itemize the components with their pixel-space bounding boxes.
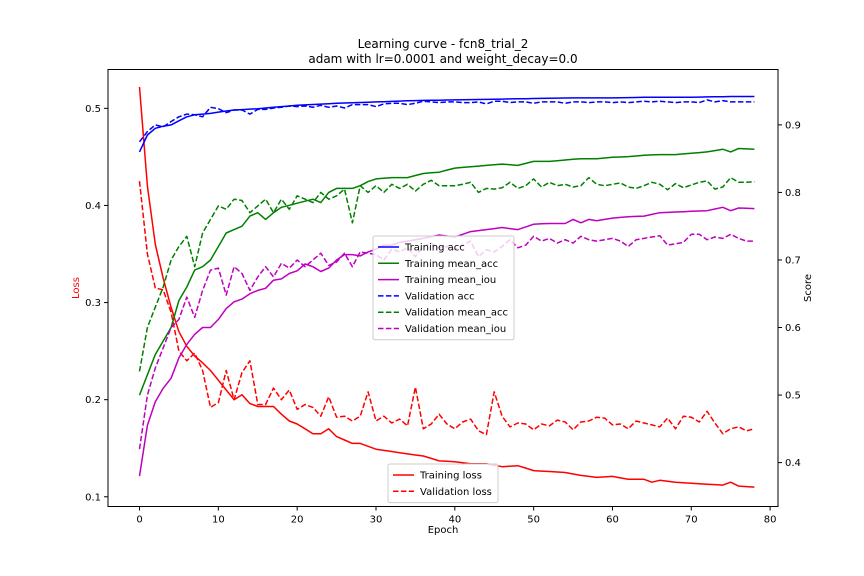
legend-score: Training acc Training mean_acc Training me…	[372, 235, 515, 341]
legend-label: Training loss	[419, 471, 482, 482]
right-y-tick-label: 0.6	[785, 323, 801, 334]
left-y-tick-label: 0.3	[85, 298, 101, 309]
legend-loss: Training loss Validation loss	[387, 463, 499, 504]
chart-subtitle: adam with lr=0.0001 and weight_decay=0.0	[308, 52, 577, 66]
x-tick-label: 30	[370, 515, 383, 526]
legend-label: Training acc	[404, 243, 465, 254]
x-tick-label: 80	[764, 515, 777, 526]
legend-label: Training mean_acc	[404, 259, 498, 270]
left-axis-label: Loss	[71, 277, 82, 299]
legend-box	[372, 235, 515, 341]
axes: 0 10 20 30 40 50 60 70 80 0.1 0.2 0.3 0.4 0.5 0.4 0.5 0.…	[85, 104, 801, 526]
x-tick-label: 70	[685, 515, 698, 526]
right-y-tick-label: 0.5	[785, 391, 801, 402]
legend-label: Validation acc	[405, 291, 475, 302]
legend-label: Validation mean_acc	[405, 308, 508, 319]
left-y-tick-label: 0.4	[85, 201, 101, 212]
right-y-tick-label: 0.9	[785, 120, 801, 131]
x-tick-label: 20	[291, 515, 304, 526]
x-tick-label: 0	[136, 515, 142, 526]
series-line-val-acc	[138, 99, 755, 143]
left-y-tick-label: 0.5	[85, 104, 101, 115]
right-y-tick-label: 0.7	[785, 255, 801, 266]
x-axis-label: Epoch	[428, 525, 459, 536]
series-line-val-mean-acc	[138, 176, 755, 372]
series-line-train-mean-acc	[138, 147, 755, 396]
legend-label: Validation loss	[420, 487, 492, 498]
series-line-val-loss	[138, 181, 755, 436]
x-tick-label: 40	[448, 515, 461, 526]
legend-label: Training mean_iou	[404, 275, 496, 286]
x-tick-label: 60	[606, 515, 619, 526]
left-y-tick-label: 0.2	[85, 395, 101, 406]
x-tick-label: 10	[212, 515, 225, 526]
right-y-tick-label: 0.4	[785, 458, 801, 469]
chart-title: Learning curve - fcn8_trial_2	[358, 37, 529, 51]
plot-frame	[107, 69, 779, 507]
legend-box	[387, 463, 499, 504]
right-axis-label: Score	[803, 274, 814, 302]
series-line-train-loss	[138, 86, 755, 488]
right-y-tick-label: 0.8	[785, 188, 801, 199]
legend-label: Validation mean_iou	[405, 324, 506, 335]
left-y-tick-label: 0.1	[85, 492, 101, 503]
x-tick-label: 50	[527, 515, 540, 526]
